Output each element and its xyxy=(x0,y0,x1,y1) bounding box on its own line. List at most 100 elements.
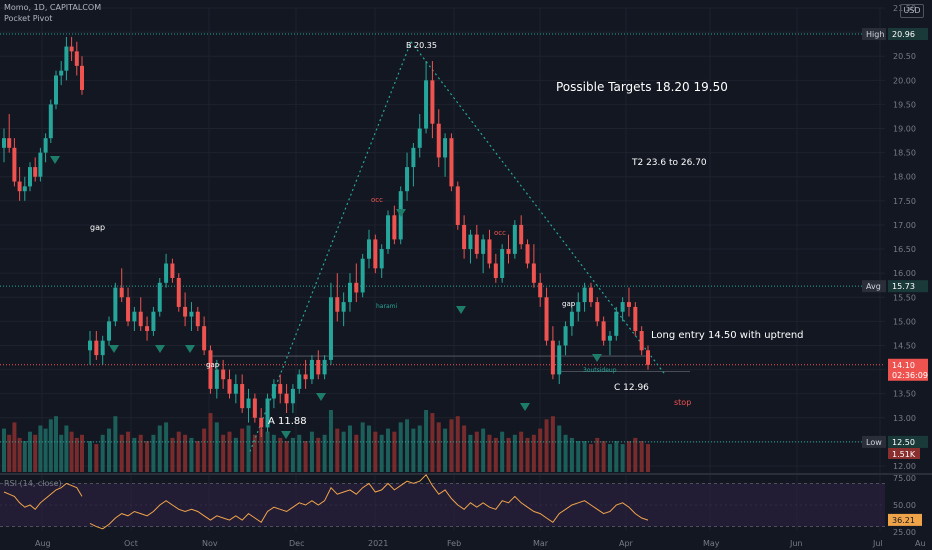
candle-body xyxy=(487,239,492,264)
volume-bar xyxy=(601,441,606,472)
volume-bar xyxy=(633,437,638,472)
indicator-title: Pocket Pivot xyxy=(4,14,53,23)
price-axis: 21.5021.0020.5020.0019.5019.0018.5018.00… xyxy=(862,4,928,471)
volume-bar xyxy=(22,441,27,472)
time-tick-label: Dec xyxy=(289,539,304,548)
volume-bar xyxy=(12,422,17,472)
candle-body xyxy=(500,249,505,278)
volume-bar xyxy=(544,419,549,472)
volume-bar xyxy=(33,434,38,472)
rsi-value-tag: 36.21 xyxy=(888,513,922,526)
candle-body xyxy=(290,388,295,404)
candle-body xyxy=(481,239,486,254)
candle-body xyxy=(54,75,58,105)
volume-bar xyxy=(138,434,143,472)
volume-bar xyxy=(2,428,6,472)
candle-body xyxy=(28,167,32,187)
candle-body xyxy=(360,258,365,293)
pivot-marker-icon xyxy=(185,345,195,353)
candle-body xyxy=(347,282,352,303)
volume-bar xyxy=(354,434,359,472)
price-tag-low: Low 12.50 xyxy=(862,435,928,448)
volume-bar xyxy=(500,431,505,472)
price-tick-label: 13.00 xyxy=(893,414,916,423)
price-tick-label: 14.50 xyxy=(893,341,916,350)
volume-bar xyxy=(265,431,270,472)
volume-bar xyxy=(316,437,321,472)
volume-tag-value: 1.51K xyxy=(892,450,916,459)
last-price-bg xyxy=(888,358,928,381)
candle-body xyxy=(214,369,219,389)
time-tick-label: Jul xyxy=(872,539,883,548)
volume-bar xyxy=(367,425,371,472)
candle-body xyxy=(107,321,112,341)
candle-body xyxy=(449,138,454,187)
price-tag-name-bg xyxy=(862,435,886,448)
volume-bar xyxy=(214,422,219,472)
price-tag-value: 12.50 xyxy=(892,438,915,447)
label-gap: gap xyxy=(206,361,220,369)
volume-bar xyxy=(576,441,581,472)
price-tick-label: 12.00 xyxy=(893,462,916,471)
candle-body xyxy=(607,335,612,341)
candle-body xyxy=(474,234,479,254)
candle-body xyxy=(316,359,321,375)
reference-lines xyxy=(0,33,885,443)
volume-bar xyxy=(157,425,162,472)
volume-bar xyxy=(100,434,105,472)
volume-bar xyxy=(468,434,473,472)
candle-body xyxy=(309,359,314,380)
pivot-marker-icon xyxy=(396,209,406,217)
time-axis: Aug Oct Nov Dec 2021 Feb Mar Apr May Jun Jul Au xyxy=(35,539,926,548)
price-tag-bg xyxy=(888,28,928,41)
pivot-marker-icon xyxy=(592,354,602,362)
volume-bar xyxy=(386,428,391,472)
candle-body xyxy=(59,70,64,76)
volume-bar xyxy=(233,437,238,472)
candle-body xyxy=(430,80,435,124)
volume-bar xyxy=(195,441,200,472)
volume-bar xyxy=(430,413,435,472)
candle-body xyxy=(100,340,105,356)
volume-bar xyxy=(379,434,384,472)
candle-body xyxy=(417,128,422,148)
label-occ: occ xyxy=(371,196,383,204)
volume-bar xyxy=(588,444,593,472)
price-tag-value: 20.96 xyxy=(892,30,915,39)
volume-bar xyxy=(646,444,650,472)
price-tick-label: 19.00 xyxy=(893,125,916,134)
price-tick-label: 16.50 xyxy=(893,245,916,254)
candle-body xyxy=(614,311,619,336)
label-3outsideup: 3outsideup xyxy=(583,367,617,374)
candle-body xyxy=(2,138,6,148)
volume-bar xyxy=(80,434,84,472)
candle-body xyxy=(7,138,12,148)
volume-bar xyxy=(284,441,289,472)
candle-body xyxy=(328,297,333,360)
volume-bar xyxy=(525,437,530,472)
volume-bar xyxy=(373,431,378,472)
candle-body xyxy=(265,398,270,428)
candle-body xyxy=(468,234,473,250)
volume-bar xyxy=(64,425,69,472)
candle-body xyxy=(538,282,543,298)
volume-bar xyxy=(107,428,112,472)
volume-bar xyxy=(227,431,232,472)
price-tick-label: 20.00 xyxy=(893,76,916,85)
candle-body xyxy=(119,287,124,298)
candle-body xyxy=(386,215,391,250)
candle-body xyxy=(64,46,69,71)
candle-body xyxy=(519,224,524,245)
volume-bar xyxy=(183,434,188,472)
price-tag-name: High xyxy=(866,30,884,39)
price-tag-name: Avg xyxy=(866,282,881,291)
candles xyxy=(2,36,650,438)
volume-bar xyxy=(145,441,150,472)
volume-bar xyxy=(54,416,58,472)
currency-button[interactable]: USD xyxy=(900,4,924,18)
candle-body xyxy=(405,167,410,192)
candle-body xyxy=(595,302,600,322)
volume-bar xyxy=(328,410,333,472)
volume-bar xyxy=(639,441,644,472)
